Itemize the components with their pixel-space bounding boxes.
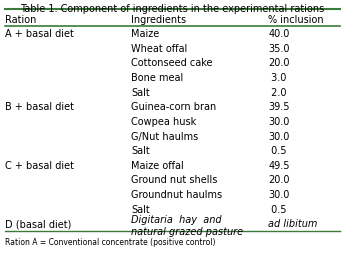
Text: 30.0: 30.0 <box>268 131 290 141</box>
Text: G/Nut haulms: G/Nut haulms <box>131 131 199 141</box>
Text: Table 1. Component of ingredients in the experimental rations: Table 1. Component of ingredients in the… <box>20 4 325 14</box>
Text: Maize offal: Maize offal <box>131 160 184 170</box>
Text: Ration A = Conventional concentrate (positive control): Ration A = Conventional concentrate (pos… <box>5 237 215 246</box>
Text: Cottonseed cake: Cottonseed cake <box>131 58 213 68</box>
Text: Salt: Salt <box>131 204 150 214</box>
Text: D (basal diet): D (basal diet) <box>5 218 71 228</box>
Text: 2.0: 2.0 <box>268 87 287 97</box>
Text: Digitaria  hay  and: Digitaria hay and <box>131 214 222 224</box>
Text: Salt: Salt <box>131 87 150 97</box>
Text: 30.0: 30.0 <box>268 189 290 199</box>
Text: 39.5: 39.5 <box>268 102 290 112</box>
Text: 0.5: 0.5 <box>268 204 287 214</box>
Text: 40.0: 40.0 <box>268 29 290 39</box>
Text: 0.5: 0.5 <box>268 146 287 156</box>
Text: Bone meal: Bone meal <box>131 73 184 83</box>
Text: Cowpea husk: Cowpea husk <box>131 117 197 126</box>
Text: A + basal diet: A + basal diet <box>5 29 74 39</box>
Text: Maize: Maize <box>131 29 160 39</box>
Text: B + basal diet: B + basal diet <box>5 102 74 112</box>
Text: Guinea-corn bran: Guinea-corn bran <box>131 102 217 112</box>
Text: ad libitum: ad libitum <box>268 218 318 228</box>
Text: 30.0: 30.0 <box>268 117 290 126</box>
Text: natural grazed pasture: natural grazed pasture <box>131 226 244 236</box>
Text: Ground nut shells: Ground nut shells <box>131 175 218 185</box>
Text: Groundnut haulms: Groundnut haulms <box>131 189 223 199</box>
Text: % inclusion: % inclusion <box>268 15 324 25</box>
Text: Wheat offal: Wheat offal <box>131 44 188 54</box>
Text: 3.0: 3.0 <box>268 73 287 83</box>
Text: 49.5: 49.5 <box>268 160 290 170</box>
Text: 20.0: 20.0 <box>268 175 290 185</box>
Text: 35.0: 35.0 <box>268 44 290 54</box>
Text: Ration: Ration <box>5 15 36 25</box>
Text: Salt: Salt <box>131 146 150 156</box>
Text: C + basal diet: C + basal diet <box>5 160 74 170</box>
Text: 20.0: 20.0 <box>268 58 290 68</box>
Text: Ingredients: Ingredients <box>131 15 187 25</box>
